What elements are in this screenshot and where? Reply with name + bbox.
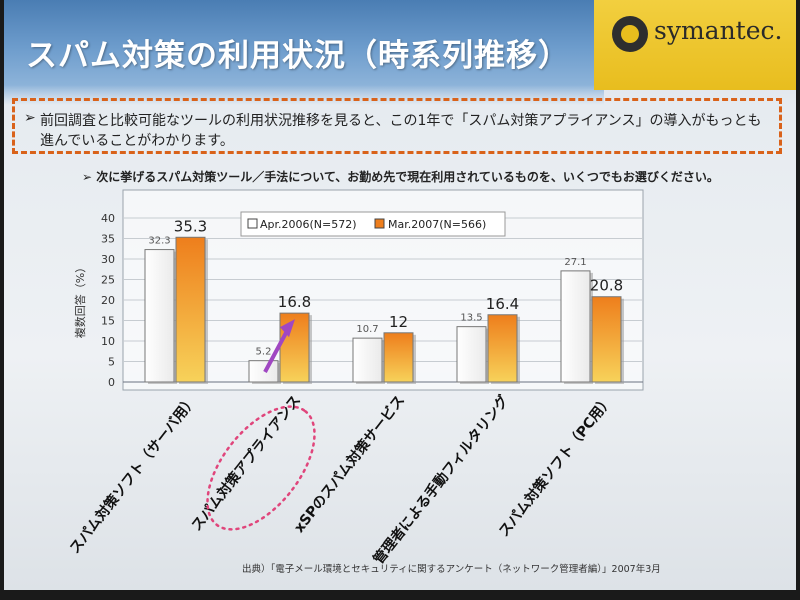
- logo-text: symantec.: [654, 16, 783, 45]
- annotations: [206, 319, 316, 531]
- bar: [383, 332, 414, 383]
- bar-chart: 0 5 10 15 20 25 30 35 40 複数回答（%） 32.3 35.3 5.2 16.8…: [66, 189, 644, 567]
- data-label: 27.1: [564, 257, 586, 268]
- data-label: 16.8: [278, 293, 311, 311]
- legend-label-2006: Apr.2006(N=572): [260, 218, 357, 231]
- x-category-label: スパム対策ソフト（PC用）: [495, 392, 616, 540]
- bar: [591, 296, 622, 383]
- y-tick-label: 10: [101, 335, 115, 348]
- bar: [560, 270, 591, 383]
- bar: [279, 312, 310, 383]
- summary-bullet: ➢: [24, 110, 36, 126]
- symantec-logo: symantec.: [594, 0, 796, 90]
- y-tick-label: 5: [108, 356, 115, 369]
- x-category-label: スパム対策ソフト（サーバ用）: [66, 392, 200, 557]
- y-tick-label: 15: [101, 315, 115, 328]
- highlight-ellipse: [206, 405, 316, 531]
- trend-arrow-head: [280, 319, 295, 338]
- trend-arrow-shaft: [263, 328, 290, 373]
- summary-line-1: 前回調査と比較可能なツールの利用状況推移を見ると、この1年で「スパム対策アプライ…: [40, 113, 762, 129]
- bar: [144, 249, 175, 383]
- slide: スパム対策の利用状況（時系列推移） symantec. ➢ 前回調査と比較可能な…: [4, 0, 796, 590]
- page-title: スパム対策の利用状況（時系列推移）: [26, 38, 570, 74]
- legend-swatch-2007: [374, 218, 385, 229]
- source-note: 出典）「電子メール環境とセキュリティに関するアンケート（ネットワーク管理者編）」…: [242, 564, 661, 575]
- bars: [144, 236, 624, 384]
- summary-line-2: 進んでいることがわかります。: [40, 133, 234, 149]
- question-text: ➢ 次に挙げるスパム対策ツール／手法について、お勤め先で現在利用されているものを…: [82, 170, 719, 184]
- legend: Apr.2006(N=572) Mar.2007(N=566): [240, 211, 506, 237]
- data-labels: 32.3 35.3 5.2 16.8 10.7 12 13.5 16.4 27.1 20.8: [148, 217, 623, 357]
- data-label: 16.4: [486, 295, 519, 313]
- data-label: 5.2: [256, 347, 272, 358]
- summary-box: [12, 98, 782, 154]
- data-label: 13.5: [460, 313, 482, 324]
- y-tick-label: 20: [101, 294, 115, 307]
- x-axis-labels: スパム対策ソフト（サーバ用）スパム対策アプライアンスxSPのスパム対策サービス管…: [66, 392, 616, 567]
- bar: [175, 236, 206, 383]
- legend-box: [240, 211, 506, 237]
- data-label: 12: [389, 313, 408, 331]
- y-tick-label: 35: [101, 233, 115, 246]
- y-tick-label: 25: [101, 274, 115, 287]
- y-axis-label: 複数回答（%）: [73, 262, 87, 338]
- bar: [456, 326, 487, 383]
- y-tick-label: 0: [108, 376, 115, 389]
- data-label: 35.3: [174, 217, 207, 235]
- data-label: 32.3: [148, 236, 170, 247]
- legend-swatch-2006: [247, 218, 258, 229]
- bar: [352, 337, 383, 383]
- y-axis: 0 5 10 15 20 25 30 35 40: [101, 212, 115, 389]
- y-tick-label: 30: [101, 253, 115, 266]
- data-label: 10.7: [356, 324, 378, 335]
- x-category-label: スパム対策アプライアンス: [188, 392, 304, 534]
- logo-circle-icon: [612, 16, 648, 52]
- legend-label-2007: Mar.2007(N=566): [388, 218, 486, 231]
- bar: [248, 360, 279, 383]
- bar: [487, 314, 518, 383]
- y-tick-label: 40: [101, 212, 115, 225]
- data-label: 20.8: [590, 277, 623, 295]
